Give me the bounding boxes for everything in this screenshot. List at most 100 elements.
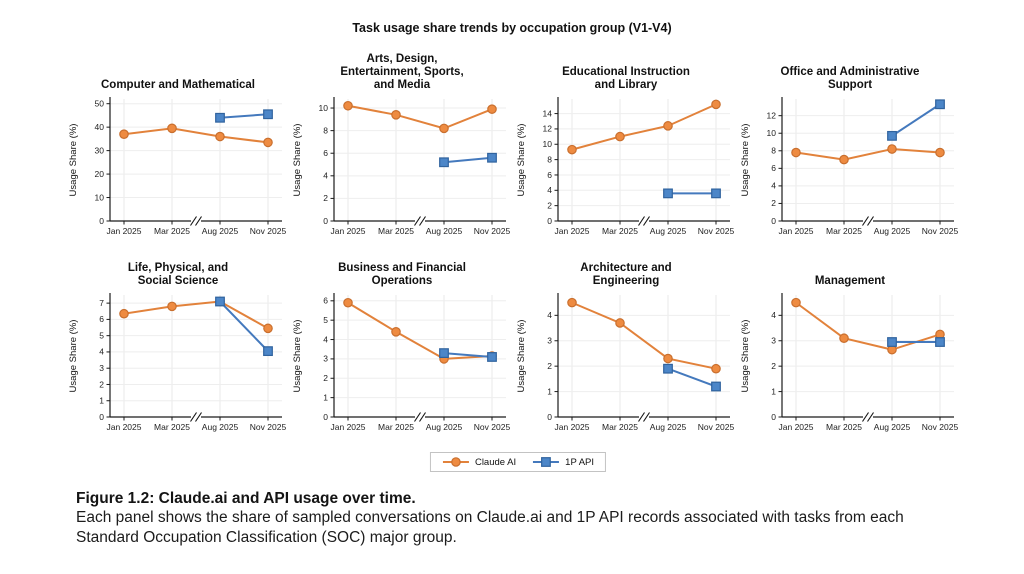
svg-text:Nov 2025: Nov 2025	[474, 226, 511, 236]
svg-text:Jan 2025: Jan 2025	[779, 226, 814, 236]
panel-chart: 0 1 2 3 4 5 6 Jan 2025 Mar 2025 Aug 2025 Nov 2025 U…	[292, 293, 511, 432]
panel-4: Office and Administrative Support 0 2 4 6 8 10…	[738, 54, 962, 250]
svg-text:10: 10	[319, 103, 329, 113]
svg-text:0: 0	[323, 412, 328, 422]
svg-text:Jan 2025: Jan 2025	[107, 226, 142, 236]
svg-text:Nov 2025: Nov 2025	[250, 226, 287, 236]
square-marker-icon	[533, 457, 560, 467]
caption-body: Each panel shows the share of sampled co…	[76, 509, 904, 547]
svg-text:40: 40	[95, 122, 105, 132]
legend-label: Claude AI	[474, 456, 517, 468]
svg-text:4: 4	[547, 310, 552, 320]
svg-text:Nov 2025: Nov 2025	[922, 422, 959, 432]
svg-text:Mar 2025: Mar 2025	[826, 226, 862, 236]
svg-text:12: 12	[767, 110, 777, 120]
y-axis-label: Usage Share (%)	[292, 124, 303, 197]
panel-chart: 0 1 2 3 4 Jan 2025 Mar 2025 Aug 2025 Nov 2025 Usa…	[516, 293, 735, 432]
panel-title: Office and Administrative Support	[780, 66, 920, 92]
legend-label: 1P API	[565, 456, 595, 468]
svg-text:Aug 2025: Aug 2025	[874, 422, 911, 432]
svg-text:Aug 2025: Aug 2025	[650, 226, 687, 236]
svg-text:4: 4	[99, 347, 104, 357]
svg-text:Jan 2025: Jan 2025	[555, 226, 590, 236]
panel-title: Architecture and Engineering	[580, 262, 672, 288]
svg-text:Jan 2025: Jan 2025	[331, 226, 366, 236]
svg-text:30: 30	[95, 145, 105, 155]
figure-title: Task usage share trends by occupation gr…	[352, 21, 672, 35]
panel-title: Computer and Mathematical	[101, 79, 255, 92]
svg-text:Mar 2025: Mar 2025	[154, 422, 190, 432]
panel-chart: 0 10 20 30 40 50 Jan 2025 Mar 2025 Aug 2025 Nov 2…	[68, 97, 287, 236]
svg-text:0: 0	[547, 216, 552, 226]
svg-text:Nov 2025: Nov 2025	[922, 226, 959, 236]
panel-title: Business and Financial Operations	[338, 262, 466, 288]
svg-text:8: 8	[323, 125, 328, 135]
panel-3: Educational Instruction and Library 0 2 4 6 8…	[514, 54, 738, 250]
y-axis-label: Usage Share (%)	[516, 124, 527, 197]
y-axis-label: Usage Share (%)	[740, 320, 751, 393]
panels-grid: Computer and Mathematical 0 10 20 30 40 50 Jan …	[66, 53, 962, 446]
panel-chart: 0 1 2 3 4 Jan 2025 Mar 2025 Aug 2025 Nov 2025 Usa…	[740, 293, 959, 432]
svg-text:4: 4	[771, 310, 776, 320]
panel-6: Business and Financial Operations 0 1 2 3 4 5 6…	[290, 250, 514, 446]
svg-text:0: 0	[771, 412, 776, 422]
svg-text:4: 4	[771, 181, 776, 191]
svg-text:10: 10	[767, 128, 777, 138]
svg-text:Mar 2025: Mar 2025	[154, 226, 190, 236]
svg-text:0: 0	[99, 216, 104, 226]
svg-text:Nov 2025: Nov 2025	[698, 422, 735, 432]
svg-text:Aug 2025: Aug 2025	[426, 422, 463, 432]
panel-title: Arts, Design, Entertainment, Sports, and…	[340, 53, 464, 92]
panel-8: Management 0 1 2 3 4 Jan 2025 Mar 2025 Aug 2025 N…	[738, 250, 962, 446]
legend: Claude AI 1P API	[429, 452, 607, 472]
svg-text:Aug 2025: Aug 2025	[202, 422, 239, 432]
svg-text:Jan 2025: Jan 2025	[331, 422, 366, 432]
panel-title: Educational Instruction and Library	[562, 66, 690, 92]
svg-text:10: 10	[543, 139, 553, 149]
svg-text:4: 4	[323, 171, 328, 181]
panel-chart: 0 1 2 3 4 5 6 7 Jan 2025 Mar 2025 Aug 2025 Nov 2025…	[68, 293, 286, 432]
svg-text:Jan 2025: Jan 2025	[555, 422, 590, 432]
panel-7: Architecture and Engineering 0 1 2 3 4 Jan 202…	[514, 250, 738, 446]
legend-item-1p-api: 1P API	[532, 456, 594, 468]
svg-text:6: 6	[547, 170, 552, 180]
svg-text:14: 14	[543, 108, 553, 118]
svg-text:2: 2	[547, 200, 552, 210]
svg-text:3: 3	[323, 354, 328, 364]
svg-text:Nov 2025: Nov 2025	[474, 422, 511, 432]
panel-chart: 0 2 4 6 8 10 12 Jan 2025 Mar 2025 Aug 2025 Nov 202…	[740, 97, 959, 236]
svg-text:50: 50	[95, 98, 105, 108]
panel-5: Life, Physical, and Social Science 0 1 2 3 4 5…	[66, 250, 290, 446]
svg-text:Jan 2025: Jan 2025	[779, 422, 814, 432]
svg-text:Jan 2025: Jan 2025	[107, 422, 142, 432]
svg-text:Mar 2025: Mar 2025	[826, 422, 862, 432]
svg-text:2: 2	[323, 193, 328, 203]
figure-caption: Figure 1.2: Claude.ai and API usage over…	[76, 489, 932, 548]
svg-text:Nov 2025: Nov 2025	[698, 226, 735, 236]
svg-text:1: 1	[771, 386, 776, 396]
panel-title: Management	[814, 275, 886, 288]
svg-text:2: 2	[323, 373, 328, 383]
svg-text:Aug 2025: Aug 2025	[426, 226, 463, 236]
svg-text:3: 3	[771, 336, 776, 346]
svg-text:10: 10	[95, 192, 105, 202]
svg-text:Aug 2025: Aug 2025	[202, 226, 239, 236]
panel-chart: 0 2 4 6 8 10 Jan 2025 Mar 2025 Aug 2025 Nov 2025 U…	[292, 97, 511, 236]
svg-text:Mar 2025: Mar 2025	[378, 422, 414, 432]
svg-text:0: 0	[99, 412, 104, 422]
svg-text:1: 1	[99, 396, 104, 406]
svg-text:3: 3	[99, 363, 104, 373]
svg-text:6: 6	[323, 296, 328, 306]
svg-text:8: 8	[771, 146, 776, 156]
svg-text:2: 2	[771, 198, 776, 208]
svg-text:Aug 2025: Aug 2025	[650, 422, 687, 432]
svg-text:2: 2	[547, 361, 552, 371]
svg-text:Mar 2025: Mar 2025	[602, 422, 638, 432]
svg-text:5: 5	[323, 315, 328, 325]
svg-text:5: 5	[99, 330, 104, 340]
y-axis-label: Usage Share (%)	[68, 320, 79, 393]
svg-text:2: 2	[99, 379, 104, 389]
svg-text:0: 0	[547, 412, 552, 422]
svg-text:6: 6	[99, 314, 104, 324]
y-axis-label: Usage Share (%)	[68, 124, 79, 197]
